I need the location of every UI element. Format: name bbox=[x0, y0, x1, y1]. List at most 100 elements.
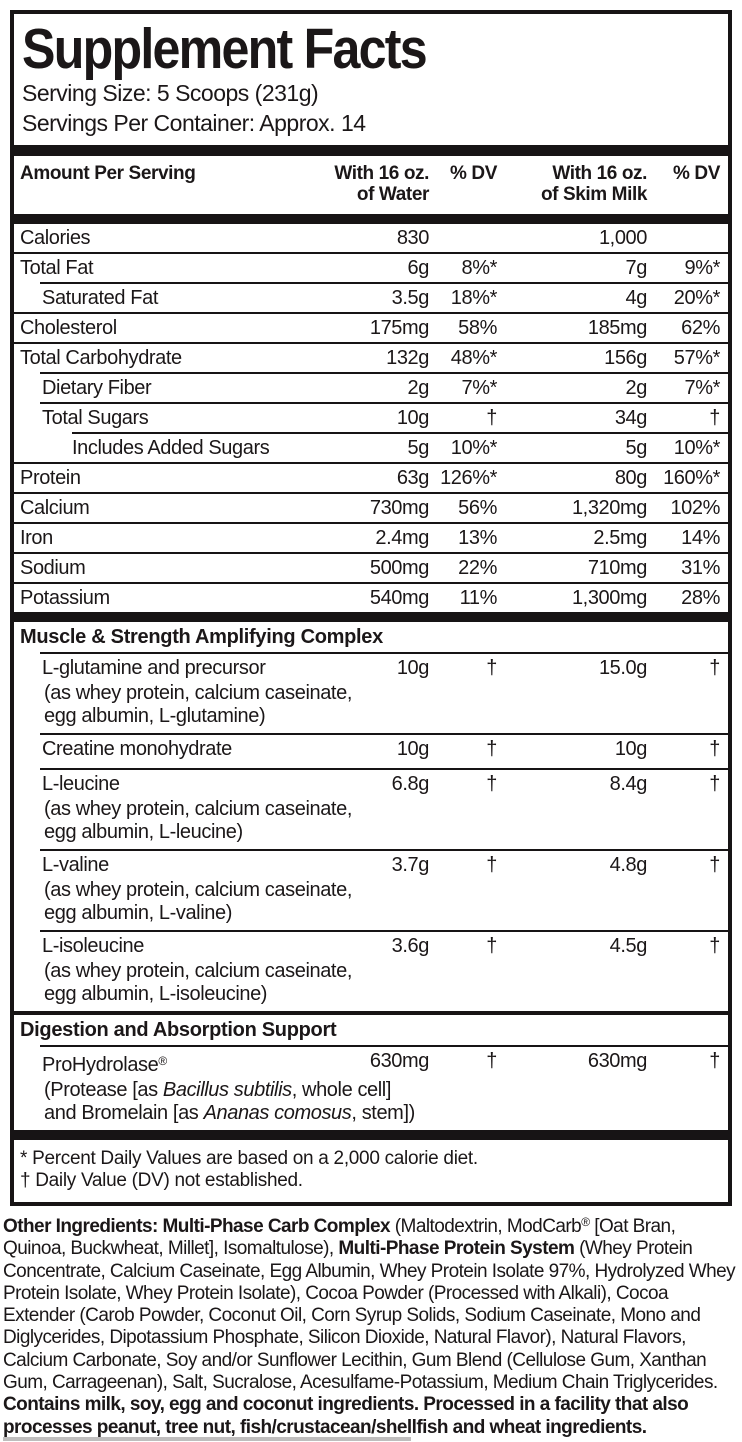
nutrient-name: Total Fat bbox=[20, 257, 94, 279]
water-amount: 10g bbox=[396, 738, 430, 760]
water-dv: † bbox=[486, 854, 497, 876]
milk-amount: 4g bbox=[625, 287, 648, 309]
water-dv-header: % DV bbox=[450, 163, 497, 184]
water-amount: 830 bbox=[396, 227, 430, 249]
row-l-isoleucine: L-isoleucine 3.6g † 4.5g † (as whey prot… bbox=[14, 932, 728, 1011]
row-l-leucine: L-leucine 6.8g † 8.4g † (as whey protein… bbox=[14, 770, 728, 849]
divider bbox=[14, 252, 728, 254]
water-dv: 10%* bbox=[450, 437, 498, 459]
milk-dv: 9%* bbox=[684, 257, 721, 279]
water-amount: 3.6g bbox=[391, 935, 430, 957]
column-header-row: Amount Per Serving With 16 oz. of Water … bbox=[14, 156, 728, 214]
milk-dv: † bbox=[709, 407, 720, 429]
divider bbox=[72, 432, 728, 434]
divider bbox=[40, 849, 728, 851]
divider bbox=[40, 930, 728, 932]
nutrient-name: Sodium bbox=[20, 557, 86, 579]
latin-species-name: Ananas comosus bbox=[203, 1102, 352, 1124]
ingredient-source-note: (as whey protein, calcium caseinate, bbox=[44, 879, 352, 901]
milk-dv: 62% bbox=[681, 317, 720, 339]
divider bbox=[14, 312, 728, 314]
water-amount: 175mg bbox=[369, 317, 430, 339]
water-amount: 3.7g bbox=[391, 854, 430, 876]
water-header-line1: With 16 oz. bbox=[334, 163, 429, 184]
row-total-sugars: Total Sugars 10g † 34g † bbox=[14, 404, 728, 432]
separator-bar bbox=[14, 1130, 728, 1140]
nutrient-name: Calories bbox=[20, 227, 91, 249]
ingredient-source-note: and Bromelain [as Ananas comosus, stem]) bbox=[44, 1102, 415, 1124]
milk-amount: 7g bbox=[625, 257, 648, 279]
divider bbox=[40, 768, 728, 770]
separator-bar bbox=[14, 145, 728, 156]
ingredient-values: ProHydrolase® 630mg † 630mg † bbox=[14, 1047, 728, 1079]
nutrient-name: Iron bbox=[20, 527, 53, 549]
row-creatine: Creatine monohydrate 10g † 10g † bbox=[14, 735, 728, 768]
serving-size: Serving Size: 5 Scoops (231g) bbox=[22, 80, 319, 106]
milk-amount: 34g bbox=[614, 407, 648, 429]
separator-bar bbox=[14, 214, 728, 224]
water-dv: 48%* bbox=[450, 347, 498, 369]
milk-amount: 1,320mg bbox=[571, 497, 647, 519]
water-dv: 58% bbox=[458, 317, 497, 339]
row-protein: Protein 63g 126%* 80g 160%* bbox=[14, 464, 728, 492]
milk-amount: 1,000 bbox=[598, 227, 647, 249]
divider bbox=[14, 462, 728, 464]
milk-amount: 185mg bbox=[587, 317, 648, 339]
water-amount: 3.5g bbox=[391, 287, 430, 309]
milk-amount: 630mg bbox=[587, 1050, 648, 1072]
registered-trademark-symbol: ® bbox=[581, 1215, 590, 1229]
milk-dv: † bbox=[709, 738, 720, 760]
milk-dv: 7%* bbox=[684, 377, 721, 399]
row-sodium: Sodium 500mg 22% 710mg 31% bbox=[14, 554, 728, 582]
milk-dv: 14% bbox=[681, 527, 720, 549]
water-header-line2: of Water bbox=[356, 184, 430, 205]
divider bbox=[14, 522, 728, 524]
ingredient-source-note: (as whey protein, calcium caseinate, bbox=[44, 682, 352, 704]
ingredient-name: Creatine monohydrate bbox=[42, 738, 232, 760]
supplement-facts-label: Supplement Facts Serving Size: 5 Scoops … bbox=[10, 10, 732, 1206]
row-added-sugars: Includes Added Sugars 5g 10%* 5g 10%* bbox=[14, 434, 728, 462]
milk-dv: 31% bbox=[681, 557, 720, 579]
other-ingredients-heading: Other Ingredients: Multi-Phase Carb Comp… bbox=[3, 1216, 391, 1237]
divider bbox=[14, 492, 728, 494]
divider bbox=[14, 552, 728, 554]
water-dv: † bbox=[486, 773, 497, 795]
row-iron: Iron 2.4mg 13% 2.5mg 14% bbox=[14, 524, 728, 552]
divider bbox=[40, 402, 728, 404]
water-amount: 6g bbox=[407, 257, 430, 279]
ingredient-name: ProHydrolase® bbox=[14, 1051, 324, 1076]
water-dv: 11% bbox=[459, 587, 498, 609]
ingredient-source-note: egg albumin, L-glutamine) bbox=[44, 705, 266, 727]
nutrient-name: Total Carbohydrate bbox=[20, 347, 182, 369]
milk-header-line2: of Skim Milk bbox=[540, 184, 647, 205]
separator-bar bbox=[14, 612, 728, 622]
water-dv: 8%* bbox=[461, 257, 498, 279]
ingredient-source-note: (as whey protein, calcium caseinate, bbox=[44, 798, 352, 820]
nutrient-name: Saturated Fat bbox=[42, 287, 158, 309]
water-dv: † bbox=[486, 657, 497, 679]
milk-dv: † bbox=[709, 854, 720, 876]
milk-amount: 8.4g bbox=[609, 773, 648, 795]
milk-dv: 28% bbox=[681, 587, 720, 609]
divider bbox=[14, 582, 728, 584]
row-l-glutamine: L-glutamine and precursor 10g † 15.0g † … bbox=[14, 654, 728, 733]
other-ingredients: Other Ingredients: Multi-Phase Carb Comp… bbox=[3, 1215, 736, 1438]
nutrient-name: Protein bbox=[20, 467, 81, 489]
row-total-carbohydrate: Total Carbohydrate 132g 48%* 156g 57%* bbox=[14, 344, 728, 372]
row-potassium: Potassium 540mg 11% 1,300mg 28% bbox=[14, 584, 728, 612]
water-amount: 500mg bbox=[369, 557, 430, 579]
row-dietary-fiber: Dietary Fiber 2g 7%* 2g 7%* bbox=[14, 374, 728, 402]
milk-dv: † bbox=[709, 773, 720, 795]
ingredient-values: L-leucine 6.8g † 8.4g † bbox=[14, 770, 728, 798]
nutrient-name: Cholesterol bbox=[20, 317, 117, 339]
milk-amount: 2.5mg bbox=[593, 527, 647, 549]
milk-dv: 160%* bbox=[663, 467, 720, 489]
water-amount: 2g bbox=[407, 377, 430, 399]
servings-per-container: Servings Per Container: Approx. 14 bbox=[22, 110, 366, 136]
protein-system-heading: Multi-Phase Protein System bbox=[338, 1238, 575, 1260]
ingredient-source-note: (Protease [as Bacillus subtilis, whole c… bbox=[44, 1079, 392, 1101]
ingredient-values: L-valine 3.7g † 4.8g † bbox=[14, 851, 728, 879]
dagger-footnote: † Daily Value (DV) not established. bbox=[20, 1170, 303, 1191]
facts-title: Supplement Facts bbox=[22, 17, 428, 81]
muscle-complex-title: Muscle & Strength Amplifying Complex bbox=[20, 626, 383, 648]
